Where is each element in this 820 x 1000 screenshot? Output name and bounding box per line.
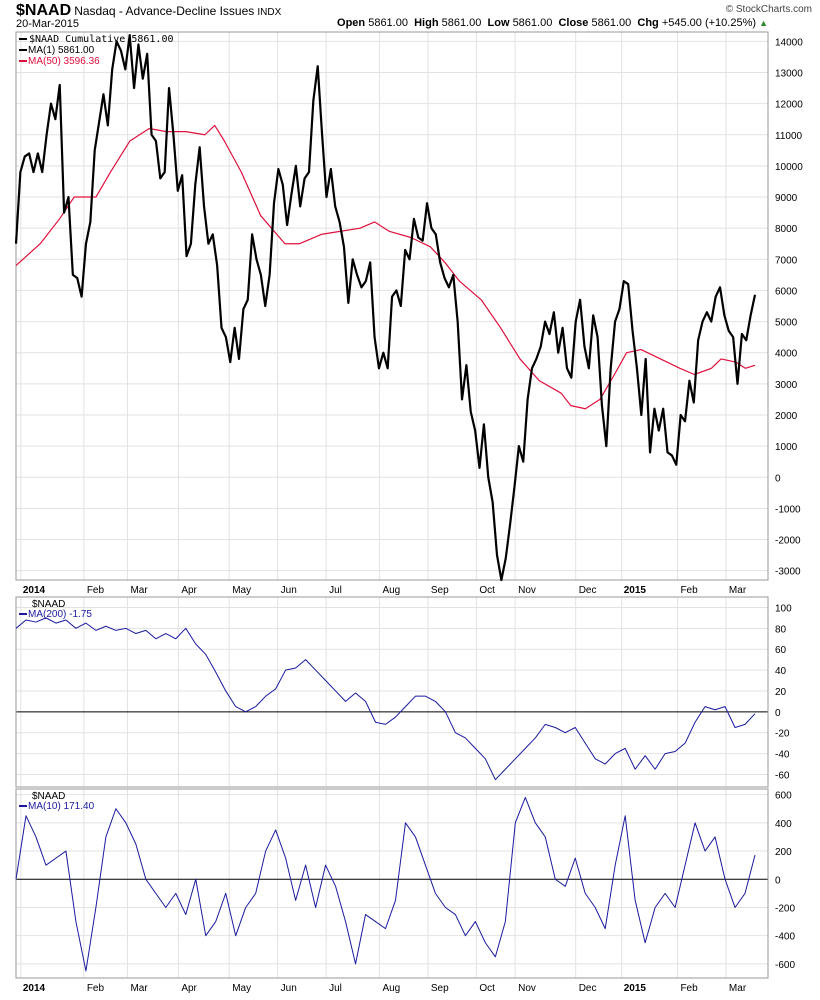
- y-tick-label: 6000: [775, 286, 798, 297]
- x-tick-label: Sep: [431, 585, 449, 596]
- copyright: © StockCharts.com: [725, 4, 812, 15]
- y-tick-label: 14000: [775, 37, 803, 48]
- x-tick-label: Oct: [479, 983, 495, 994]
- chg-label: Chg: [637, 17, 659, 29]
- close-label: Close: [558, 17, 589, 29]
- x-tick-label: Apr: [181, 585, 197, 596]
- x-tick-label: Mar: [729, 983, 747, 994]
- up-arrow-icon: ▲: [759, 18, 768, 28]
- y-tick-label: 40: [775, 666, 787, 677]
- y-tick-label: 0: [775, 473, 781, 484]
- y-tick-label: 60: [775, 645, 787, 656]
- legend-entry: MA(200) -1.75: [28, 609, 92, 620]
- y-tick-label: 600: [775, 791, 792, 802]
- x-tick-label: Feb: [87, 585, 105, 596]
- y-tick-label: -40: [775, 750, 790, 761]
- x-tick-label: Jun: [281, 983, 297, 994]
- legend-entry: $NAAD: [32, 791, 65, 802]
- x-tick-label: Nov: [518, 983, 536, 994]
- panel-frame: [15, 788, 769, 979]
- x-tick-label: Mar: [130, 983, 148, 994]
- y-tick-label: 100: [775, 603, 792, 614]
- high-value: 5861.00: [441, 17, 482, 29]
- x-tick-label: 2015: [624, 585, 647, 596]
- y-tick-label: 20: [775, 687, 787, 698]
- x-tick-label: Mar: [130, 585, 148, 596]
- x-tick-label: Feb: [87, 983, 105, 994]
- symbol: $NAAD: [16, 2, 72, 19]
- y-tick-label: 13000: [775, 68, 803, 79]
- high-label: High: [414, 17, 439, 29]
- y-tick-label: 5000: [775, 318, 798, 329]
- panel-frame: [15, 31, 769, 581]
- legend-entry: MA(1) 5861.00: [28, 45, 95, 56]
- y-tick-label: 4000: [775, 349, 798, 360]
- x-tick-label: Aug: [382, 585, 400, 596]
- legend-entry: MA(50) 3596.36: [28, 56, 100, 67]
- panel-frame: [15, 596, 769, 788]
- y-tick-label: 400: [775, 819, 792, 830]
- y-tick-label: 80: [775, 624, 787, 635]
- cumulative-line: [14, 34, 757, 582]
- ma200-line: [15, 617, 756, 781]
- chart-date: 20-Mar-2015: [16, 18, 79, 30]
- close-value: 5861.00: [591, 17, 632, 29]
- open-label: Open: [337, 17, 366, 29]
- x-tick-label: Jul: [329, 983, 342, 994]
- exchange: INDX: [257, 7, 282, 18]
- legend-entry: $NAAD: [32, 599, 65, 610]
- y-tick-label: -600: [775, 960, 795, 971]
- legend-entry: MA(10) 171.40: [28, 801, 95, 812]
- x-tick-label: 2014: [23, 983, 46, 994]
- y-tick-label: -1000: [775, 504, 801, 515]
- x-tick-label: Jul: [329, 585, 342, 596]
- y-tick-label: -60: [775, 770, 790, 781]
- y-tick-label: 7000: [775, 255, 798, 266]
- chg-value: +545.00 (+10.25%): [661, 17, 757, 29]
- y-tick-label: -3000: [775, 567, 801, 578]
- y-tick-label: 8000: [775, 224, 798, 235]
- x-tick-label: Sep: [431, 983, 449, 994]
- y-tick-label: -20: [775, 729, 790, 740]
- y-tick-label: -2000: [775, 536, 801, 547]
- y-tick-label: 3000: [775, 380, 798, 391]
- x-tick-label: Jun: [281, 585, 297, 596]
- low-label: Low: [487, 17, 510, 29]
- x-tick-label: Dec: [579, 983, 597, 994]
- y-tick-label: 10000: [775, 162, 803, 173]
- x-tick-label: Mar: [729, 585, 747, 596]
- title-row: $NAAD Nasdaq - Advance-Decline Issues IN…: [16, 2, 281, 20]
- x-tick-label: 2014: [23, 585, 46, 596]
- ma10-line: [15, 796, 756, 972]
- x-tick-label: Nov: [518, 585, 536, 596]
- y-tick-label: 12000: [775, 100, 803, 111]
- y-tick-label: 11000: [775, 131, 803, 142]
- legend-entry: $NAAD Cumulative 5861.00: [29, 34, 174, 45]
- x-tick-label: Oct: [479, 585, 495, 596]
- y-tick-label: 0: [775, 708, 781, 719]
- y-tick-label: -400: [775, 932, 795, 943]
- open-value: 5861.00: [368, 17, 408, 29]
- x-tick-label: May: [232, 983, 251, 994]
- ohlc-summary: Open 5861.00 High 5861.00 Low 5861.00 Cl…: [337, 17, 768, 29]
- symbol-name: Nasdaq - Advance-Decline Issues: [74, 4, 255, 18]
- y-tick-label: 200: [775, 847, 792, 858]
- low-value: 5861.00: [512, 17, 553, 29]
- y-tick-label: 2000: [775, 411, 798, 422]
- x-tick-label: 2015: [624, 983, 647, 994]
- x-tick-label: Dec: [579, 585, 597, 596]
- x-tick-label: Feb: [680, 983, 698, 994]
- y-tick-label: -200: [775, 903, 795, 914]
- y-tick-label: 0: [775, 875, 781, 886]
- x-tick-label: May: [232, 585, 251, 596]
- x-tick-label: Aug: [382, 983, 400, 994]
- y-tick-label: 9000: [775, 193, 798, 204]
- y-tick-label: 1000: [775, 442, 798, 453]
- x-tick-label: Feb: [680, 585, 698, 596]
- x-tick-label: Apr: [181, 983, 197, 994]
